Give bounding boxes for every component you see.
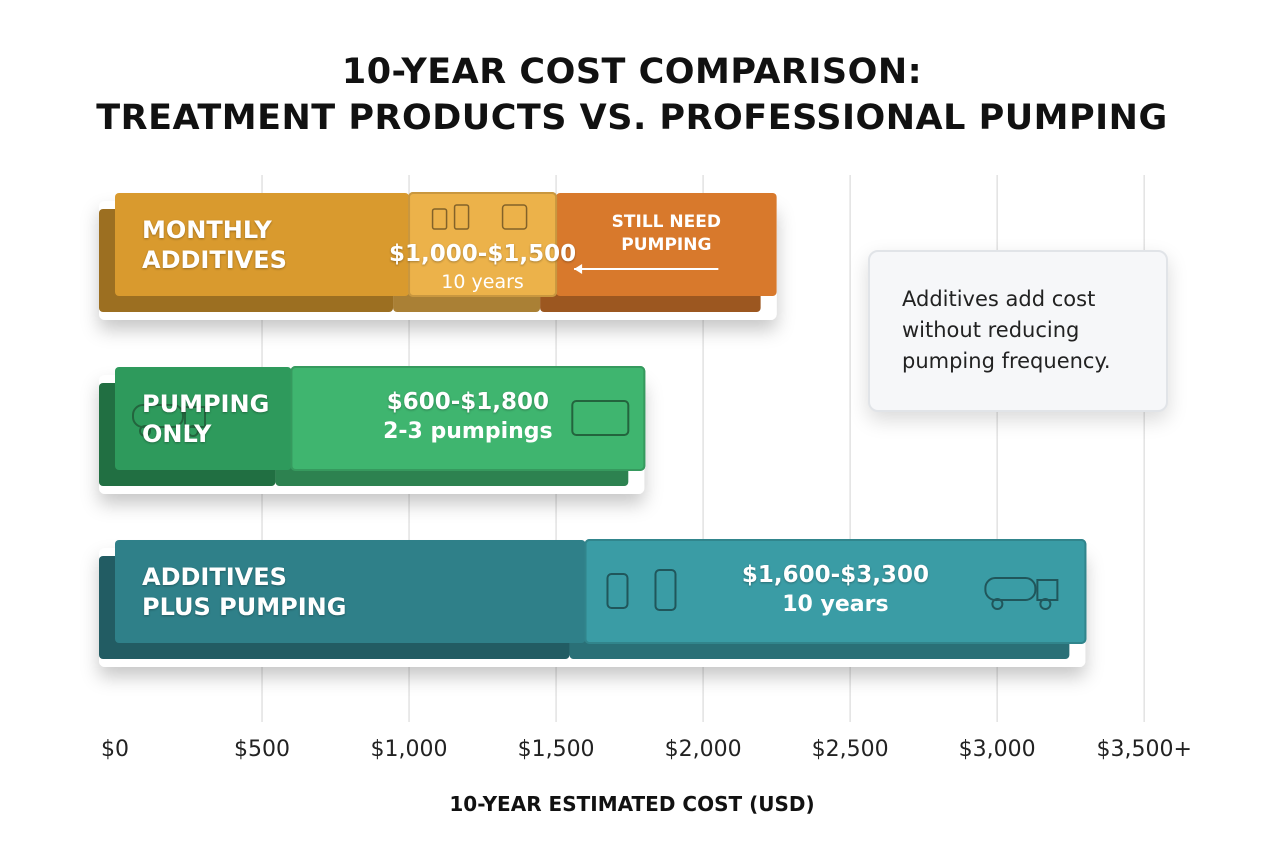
extension-label: STILL NEED PUMPING [611, 212, 721, 255]
icon [571, 400, 630, 436]
icon [654, 569, 677, 611]
category-label: PUMPING ONLY [142, 389, 270, 448]
icon [984, 577, 1037, 601]
base-segment [115, 367, 292, 470]
icon [991, 598, 1004, 610]
arrowhead [574, 264, 583, 274]
category-label: MONTHLY ADDITIVES [142, 215, 287, 274]
x-tick-label: $3,000 [958, 737, 1036, 762]
x-tick-label: $3,500+ [1096, 737, 1192, 762]
icon [1039, 598, 1052, 610]
chart-title: 10-YEAR COST COMPARISON: [341, 52, 923, 92]
icon [431, 208, 448, 230]
icon [187, 425, 199, 437]
range-segment-face [408, 192, 558, 297]
icon [501, 204, 528, 230]
icon [139, 425, 151, 437]
x-tick-label: $1,000 [370, 737, 448, 762]
icon [132, 404, 184, 428]
x-tick-label: $1,500 [517, 737, 595, 762]
base-segment [115, 540, 586, 643]
base-segment [115, 193, 410, 296]
chart-subtitle: TREATMENT PRODUCTS VS. PROFESSIONAL PUMP… [96, 98, 1168, 138]
value-sublabel: 2-3 pumpings [383, 419, 553, 444]
note-box: Additives add cost without reducing pump… [868, 250, 1168, 412]
icon [606, 573, 629, 609]
x-tick-label: $0 [101, 737, 129, 762]
value-label: $1,000-$1,500 [389, 241, 577, 267]
category-label: ADDITIVES PLUS PUMPING [142, 562, 347, 621]
extension-segment [556, 193, 777, 296]
range-segment-face [290, 366, 646, 471]
value-label: $600-$1,800 [386, 389, 550, 415]
x-tick-label: $500 [234, 737, 291, 762]
icon [453, 204, 470, 230]
x-tick-label: $2,000 [664, 737, 742, 762]
x-axis-label: 10-YEAR ESTIMATED COST (USD) [449, 792, 815, 816]
x-tick-label: $2,500 [811, 737, 889, 762]
value-sublabel: 10 years [441, 271, 524, 293]
value-sublabel: 10 years [782, 592, 889, 617]
range-segment-face [584, 539, 1087, 644]
value-label: $1,600-$3,300 [741, 562, 929, 588]
